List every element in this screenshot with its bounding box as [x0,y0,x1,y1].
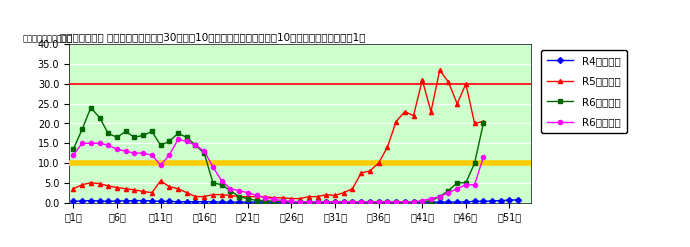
R4年（県） [69,200,77,203]
R5年（県） [226,194,235,197]
Line: R4年（県）: R4年（県） [71,198,520,204]
R4年（県） [217,201,226,204]
R6年（国） [339,200,348,203]
R6年（国） [479,122,487,125]
R4年（県） [235,201,244,204]
R5年（県） [69,187,77,190]
R5年（県） [104,185,112,187]
R4年（県） [366,201,374,204]
R6年（県） [279,199,287,202]
R6年（国） [69,148,77,151]
R6年（県） [339,200,348,203]
R6年（県） [357,200,365,203]
R6年（県） [69,154,77,157]
R6年（県） [479,156,487,159]
Line: R6年（国）: R6年（国） [71,106,485,204]
R4年（県） [287,201,295,204]
R4年（県） [348,201,357,204]
Text: インフルエンザ （警報レベル　開始30　終息10　　注意報レベル　開始10　　流行開始の目安　1）: インフルエンザ （警報レベル 開始30 終息10 注意報レベル 開始10 流行開… [60,32,365,42]
Line: R5年（県）: R5年（県） [71,68,485,201]
R6年（国） [279,200,287,203]
Text: （定点当たり患者数）: （定点当たり患者数） [23,34,72,43]
R5年（県） [479,120,487,123]
R4年（県） [488,200,496,203]
R5年（県） [279,196,287,199]
R5年（県） [339,191,348,194]
R6年（国） [226,189,235,192]
R6年（県） [104,144,112,147]
R5年（県） [357,171,365,174]
R6年（国） [104,132,112,135]
R4年（県） [104,200,112,203]
Legend: R4年（県）, R5年（県）, R6年（国）, R6年（県）: R4年（県）, R5年（県）, R6年（国）, R6年（県） [541,50,627,133]
R4年（県） [514,198,522,201]
R6年（県） [226,187,235,190]
Line: R6年（県）: R6年（県） [71,137,485,204]
R6年（国） [357,200,365,203]
